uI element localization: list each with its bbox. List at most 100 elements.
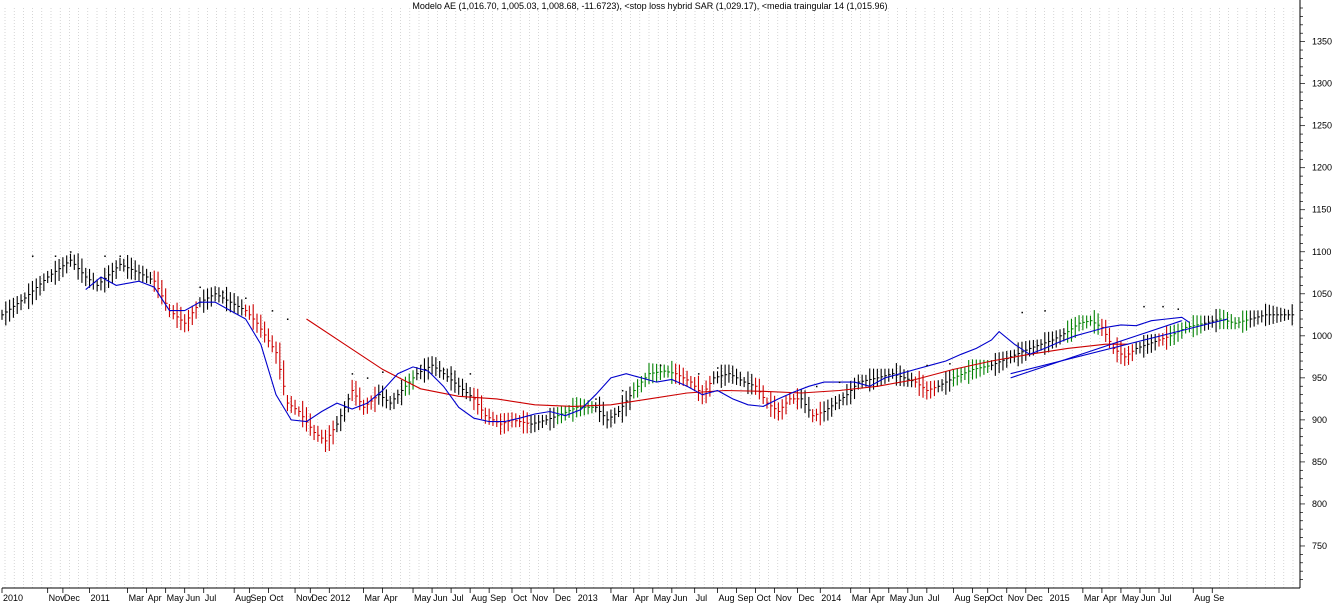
sar-dot — [222, 291, 224, 294]
x-tick-label: Sep — [974, 593, 990, 603]
y-tick-label: 1250 — [1312, 121, 1332, 131]
price-bars — [1, 253, 1295, 452]
sar-dot — [351, 373, 354, 375]
x-tick-label: Apr — [871, 593, 885, 603]
x-tick-label: Oct — [989, 593, 1004, 603]
y-tick-label: 1050 — [1312, 289, 1332, 299]
sar-dot — [245, 297, 247, 299]
x-tick-label: Jun — [673, 593, 688, 603]
x-tick-label: Mar — [129, 593, 145, 603]
x-tick-label: Jun — [186, 593, 201, 603]
x-tick-label: Nov — [49, 593, 66, 603]
x-tick-label: Sep — [490, 593, 506, 603]
y-tick-label: 750 — [1312, 541, 1327, 551]
sar-dot — [659, 364, 662, 367]
y-tick-label: 950 — [1312, 373, 1327, 383]
y-tick-label: 1300 — [1312, 79, 1332, 89]
y-tick-label: 850 — [1312, 457, 1327, 467]
x-tick-label: May — [890, 593, 908, 603]
x-tick-label: Nov — [532, 593, 549, 603]
triangular-ma-line — [85, 276, 1190, 423]
trendline — [1010, 318, 1228, 375]
x-tick-label: Se — [1213, 593, 1224, 603]
x-tick-label: Jun — [433, 593, 448, 603]
x-tick-label: Jul — [1160, 593, 1172, 603]
x-tick-label: 2014 — [821, 593, 841, 603]
y-tick-label: 1200 — [1312, 163, 1332, 173]
y-tick-label: 1000 — [1312, 331, 1332, 341]
x-tick-label: 2013 — [578, 593, 598, 603]
sar-dot — [1021, 311, 1023, 314]
sar-dot — [838, 381, 841, 384]
x-tick-label: 2011 — [91, 593, 110, 603]
x-tick-label: Jun — [909, 593, 924, 603]
x-tick-label: Apr — [384, 593, 398, 603]
x-tick-label: May — [414, 593, 432, 603]
x-tick-label: Dec — [1027, 593, 1044, 603]
sar-dot — [382, 371, 384, 373]
x-tick-label: Dec — [64, 593, 81, 603]
x-tick-label: Aug — [471, 593, 487, 603]
sar-dot — [621, 389, 624, 392]
x-tick-label: May — [1122, 593, 1140, 603]
x-tick-label: Jul — [928, 593, 940, 603]
x-tick-label: Nov — [1008, 593, 1025, 603]
sar-dot — [199, 286, 201, 289]
x-tick-label: May — [654, 593, 672, 603]
sar-dot — [1143, 305, 1145, 308]
x-tick-label: Apr — [148, 593, 162, 603]
sar-dots — [31, 251, 1180, 400]
x-tick-label: Oct — [757, 593, 772, 603]
sar-dot — [104, 255, 106, 257]
x-tick-label: Dec — [798, 593, 815, 603]
x-tick-label: Mar — [852, 593, 868, 603]
y-tick-label: 1150 — [1312, 205, 1331, 215]
trendline — [1010, 320, 1182, 379]
sar-dot — [420, 364, 422, 367]
sar-dot — [1177, 308, 1180, 310]
x-tick-label: Sep — [738, 593, 754, 603]
sar-dot — [442, 368, 445, 371]
x-tick-label: Oct — [269, 593, 284, 603]
sar-dot — [1044, 310, 1046, 312]
chart-title: Modelo AE (1,016.70, 1,005.03, 1,008.68,… — [412, 1, 888, 11]
sar-dot — [70, 251, 72, 253]
x-tick-label: Jul — [452, 593, 464, 603]
grid-layer — [4, 8, 1294, 588]
x-tick-label: May — [167, 593, 185, 603]
sar-dot — [286, 318, 289, 321]
x-tick-label: Apr — [1103, 593, 1117, 603]
indicator-lines — [85, 276, 1228, 423]
sar-dot — [949, 363, 951, 365]
x-tick-label: Mar — [612, 593, 628, 603]
sar-dot — [31, 255, 34, 257]
x-tick-label: Mar — [365, 593, 381, 603]
sar-dot — [366, 377, 369, 379]
x-tick-label: 2015 — [1050, 593, 1070, 603]
sar-dot — [815, 385, 818, 388]
x-tick-label: 2012 — [330, 593, 350, 603]
x-tick-label: Oct — [513, 593, 528, 603]
sar-dot — [54, 255, 57, 257]
x-tick-label: Aug — [1194, 593, 1210, 603]
sar-dot — [1162, 305, 1164, 308]
y-tick-label: 900 — [1312, 415, 1327, 425]
sar-dot — [595, 398, 597, 400]
x-tick-label: 2010 — [3, 593, 23, 603]
sar-dot — [271, 310, 274, 312]
x-tick-label: Aug — [719, 593, 735, 603]
x-tick-label: Aug — [235, 593, 251, 603]
long-term-ma-line — [306, 318, 1129, 407]
x-tick-label: Apr — [635, 593, 649, 603]
sar-dot — [717, 367, 719, 369]
x-tick-label: Nov — [296, 593, 313, 603]
tick-labels: 750 800 850 900 950 1000 1050 1100 1150 1200 1250 1… — [3, 37, 1332, 603]
x-tick-label: Jun — [1141, 593, 1156, 603]
x-tick-label: Nov — [776, 593, 793, 603]
x-tick-label: Aug — [954, 593, 970, 603]
sar-dot — [469, 373, 472, 375]
y-tick-label: 1100 — [1312, 247, 1331, 257]
x-tick-label: Dec — [311, 593, 328, 603]
sar-dot — [926, 364, 928, 367]
